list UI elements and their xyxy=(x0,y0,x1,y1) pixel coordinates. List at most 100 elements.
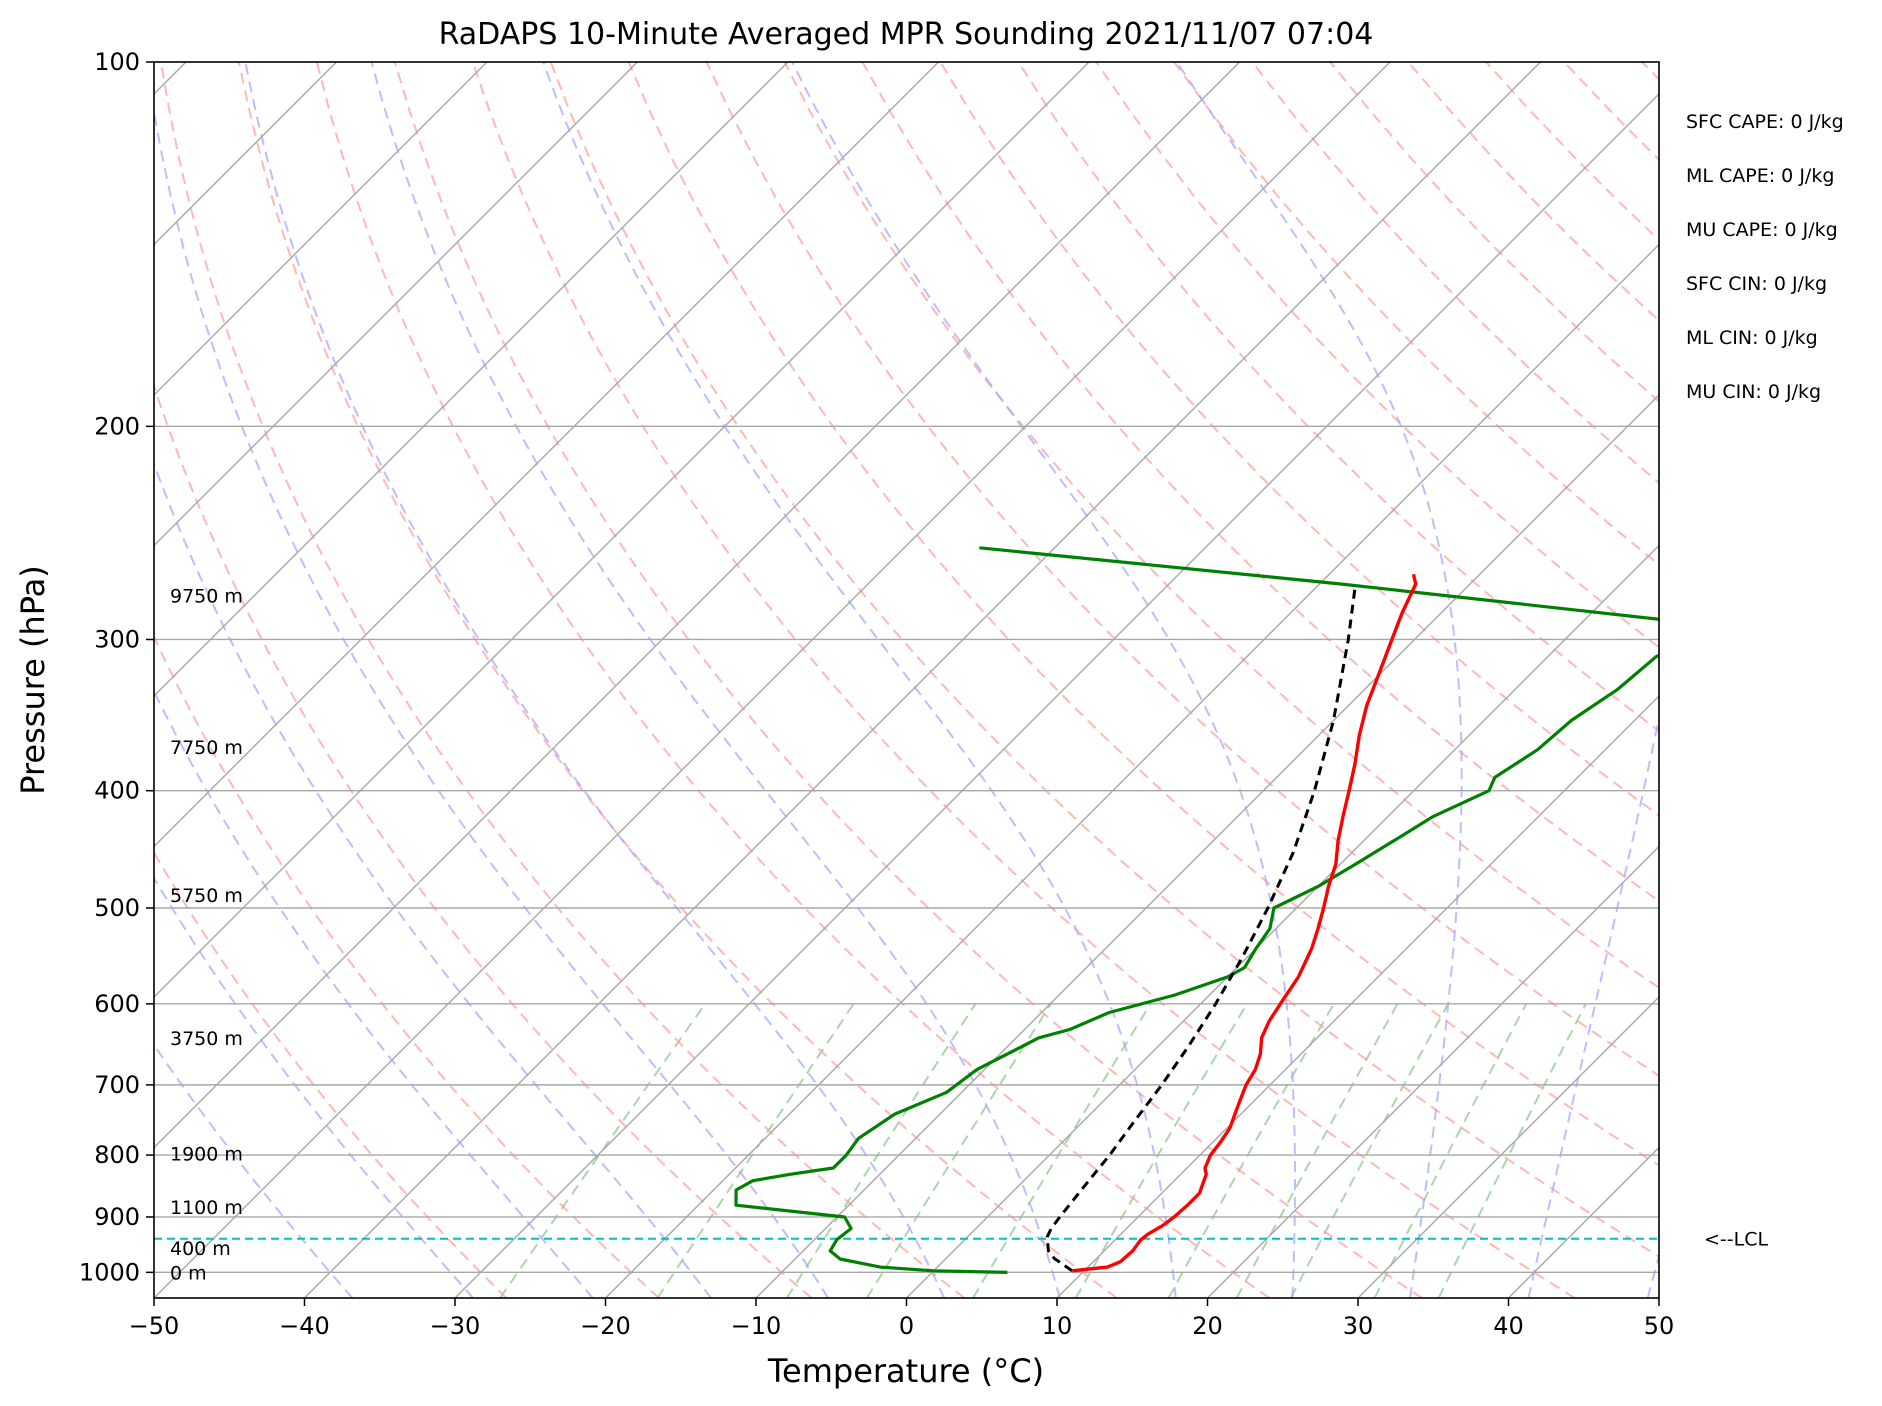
dry-adiabat xyxy=(154,382,813,1298)
x-tick-label: 40 xyxy=(1493,1312,1524,1340)
isotherm xyxy=(154,62,638,547)
isotherm xyxy=(755,394,1659,1298)
x-axis: −50 −40 −30 −20 −10 0 10 20 30 40 50 xyxy=(129,1298,1675,1340)
dry-adiabat xyxy=(393,62,1423,1298)
isotherm xyxy=(1357,996,1659,1298)
chart-title: RaDAPS 10-Minute Averaged MPR Sounding 2… xyxy=(439,17,1374,52)
x-tick-label: −50 xyxy=(129,1312,180,1340)
height-label: 0 m xyxy=(170,1262,207,1284)
y-tick-label: 500 xyxy=(94,894,140,922)
moist-adiabat xyxy=(370,62,1061,1298)
mixing-ratio-line xyxy=(1235,1003,1399,1298)
x-tick-label: −10 xyxy=(731,1312,782,1340)
y-axis: 100 200 300 400 500 600 700 800 900 1000 xyxy=(79,48,154,1286)
x-tick-label: 10 xyxy=(1042,1312,1073,1340)
dry-adiabat xyxy=(549,62,1659,1258)
height-label: 400 m xyxy=(170,1238,231,1260)
y-tick-label: 400 xyxy=(94,777,140,805)
x-tick-label: −30 xyxy=(430,1312,481,1340)
x-axis-label: Temperature (°C) xyxy=(767,1352,1044,1390)
height-label: 7750 m xyxy=(170,737,243,759)
x-tick-label: 20 xyxy=(1192,1312,1223,1340)
x-tick-label: 50 xyxy=(1644,1312,1675,1340)
y-tick-label: 100 xyxy=(94,48,140,76)
isotherm xyxy=(304,62,1541,1298)
isotherm xyxy=(154,62,1240,1149)
y-tick-label: 200 xyxy=(94,412,140,440)
isotherm xyxy=(454,93,1659,1298)
isotherm xyxy=(154,62,488,396)
cape-cin-line: MU CIN: 0 J/kg xyxy=(1686,381,1821,403)
dry-adiabat xyxy=(627,62,1659,1167)
moist-adiabat xyxy=(154,689,594,1298)
y-tick-label: 700 xyxy=(94,1071,140,1099)
x-tick-label: −40 xyxy=(279,1312,330,1340)
height-label: 1100 m xyxy=(170,1197,243,1219)
dewpoint-profile xyxy=(734,546,1659,1274)
moist-adiabat xyxy=(154,461,712,1298)
mixing-ratio-line xyxy=(1074,1003,1248,1298)
parcel-profile xyxy=(1045,583,1357,1273)
dry-adiabat xyxy=(237,62,1118,1298)
moist-adiabat xyxy=(154,876,474,1298)
dry-adiabat xyxy=(471,62,1576,1298)
y-tick-label: 900 xyxy=(94,1203,140,1231)
isotherm xyxy=(154,62,939,848)
y-tick-label: 600 xyxy=(94,990,140,1018)
moist-adiabat xyxy=(1175,62,1463,1298)
dry-adiabat xyxy=(1095,62,1659,649)
mixing-ratio-line xyxy=(785,1003,977,1298)
dry-adiabats xyxy=(154,62,1659,1298)
y-tick-label: 300 xyxy=(94,625,140,653)
mixing-ratio-line xyxy=(1290,1003,1449,1298)
cape-cin-line: SFC CAPE: 0 J/kg xyxy=(1686,111,1844,133)
isotherm xyxy=(1207,845,1659,1298)
dry-adiabat xyxy=(154,634,660,1298)
isotherm xyxy=(154,62,1090,998)
moist-adiabat xyxy=(1527,712,1659,1298)
height-label: 3750 m xyxy=(170,1028,243,1050)
y-tick-label: 1000 xyxy=(79,1258,140,1286)
cape-cin-line: ML CIN: 0 J/kg xyxy=(1686,327,1818,349)
moist-adiabat xyxy=(244,62,945,1298)
height-label: 9750 m xyxy=(170,586,243,608)
isotherm xyxy=(605,243,1659,1298)
mixing-ratio-line xyxy=(1167,1003,1335,1298)
isotherm-lines xyxy=(154,62,1659,1298)
mixing-ratio-lines xyxy=(499,1003,1587,1298)
y-axis-label: Pressure (hPa) xyxy=(14,565,52,795)
cape-cin-panel: SFC CAPE: 0 J/kg ML CAPE: 0 J/kg MU CAPE: … xyxy=(1686,111,1844,403)
moist-adiabat xyxy=(154,105,829,1298)
isotherm xyxy=(154,62,1391,1298)
mixing-ratio-line xyxy=(972,1003,1152,1298)
plot-area xyxy=(154,62,1659,1298)
dry-adiabat xyxy=(154,850,508,1298)
y-tick-label: 800 xyxy=(94,1141,140,1169)
mixing-ratio-line xyxy=(499,1003,706,1298)
dry-adiabat xyxy=(861,62,1659,903)
height-label: 1900 m xyxy=(170,1144,243,1166)
cape-cin-line: SFC CIN: 0 J/kg xyxy=(1686,273,1827,295)
moist-adiabat xyxy=(542,62,1177,1298)
mixing-ratio-line xyxy=(656,1003,855,1298)
mixing-ratio-line xyxy=(1373,1003,1528,1298)
x-tick-label: 0 xyxy=(899,1312,914,1340)
x-tick-label: 30 xyxy=(1343,1312,1374,1340)
dry-adiabat xyxy=(1017,62,1659,733)
cape-cin-line: MU CAPE: 0 J/kg xyxy=(1686,219,1838,241)
pressure-grid-lines xyxy=(154,425,1659,1274)
isotherm xyxy=(1056,695,1659,1298)
moist-adiabat xyxy=(154,1043,354,1298)
temperature-profile xyxy=(1072,573,1418,1273)
x-tick-label: −20 xyxy=(580,1312,631,1340)
mixing-ratio-line xyxy=(1437,1003,1587,1298)
dry-adiabat xyxy=(159,62,965,1298)
dry-adiabat xyxy=(705,62,1659,1078)
dry-adiabat xyxy=(783,62,1659,989)
isotherm xyxy=(906,544,1659,1298)
lcl-label: <--LCL xyxy=(1704,1229,1768,1251)
isotherm xyxy=(154,62,789,697)
